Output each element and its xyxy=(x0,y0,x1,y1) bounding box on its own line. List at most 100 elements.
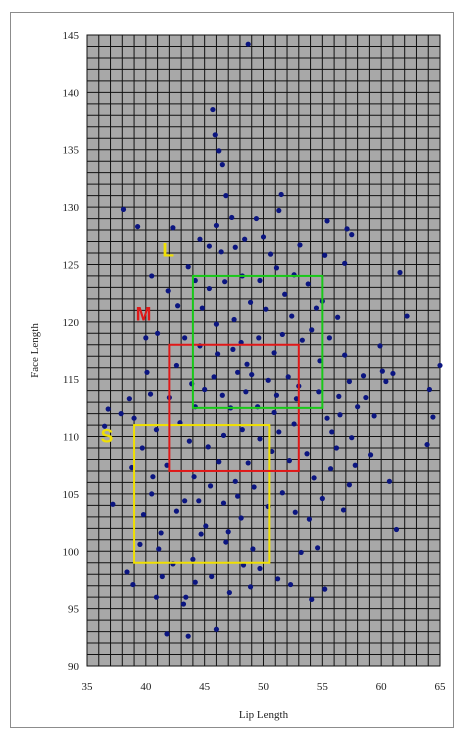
data-point xyxy=(298,549,304,556)
data-point xyxy=(344,226,350,232)
data-point xyxy=(197,236,203,242)
data-point xyxy=(276,429,282,435)
data-point xyxy=(282,291,288,297)
data-point xyxy=(213,321,220,327)
data-point xyxy=(245,460,251,466)
data-point xyxy=(349,435,355,441)
data-point xyxy=(267,251,274,257)
data-point xyxy=(165,288,171,294)
data-point xyxy=(147,391,154,397)
data-point xyxy=(191,474,197,480)
data-point xyxy=(209,573,215,580)
data-point xyxy=(379,368,385,374)
y-axis-title: Face Length xyxy=(29,323,41,378)
data-point xyxy=(223,193,229,199)
data-point xyxy=(291,421,297,427)
data-point xyxy=(285,374,291,380)
plot-border xyxy=(86,34,441,667)
data-point xyxy=(247,299,254,305)
data-point xyxy=(219,162,225,168)
data-point xyxy=(329,429,335,435)
data-point xyxy=(386,478,393,484)
data-point xyxy=(182,498,188,504)
data-point xyxy=(102,423,108,429)
data-point xyxy=(271,350,277,356)
data-point xyxy=(192,277,198,284)
data-point xyxy=(185,264,191,270)
data-point xyxy=(287,581,294,588)
data-point xyxy=(230,346,236,352)
data-point xyxy=(269,448,275,455)
data-point xyxy=(192,579,198,585)
data-point xyxy=(158,530,164,536)
data-point xyxy=(306,516,312,522)
x-tick-label: 55 xyxy=(317,681,329,693)
data-point xyxy=(222,279,228,285)
data-point xyxy=(149,273,155,279)
data-point xyxy=(105,406,111,412)
data-point xyxy=(317,358,323,364)
data-point xyxy=(235,369,241,375)
data-point xyxy=(211,374,217,380)
scatter-chart: S M L 90 95 100 105 110 115 120 125 130 135 140 145 35 4… xyxy=(29,30,446,721)
data-point xyxy=(173,508,180,514)
data-point xyxy=(110,501,116,507)
data-point xyxy=(130,581,136,588)
data-point xyxy=(120,206,127,212)
data-point xyxy=(335,314,341,320)
size-label-l: L xyxy=(162,240,174,261)
data-point xyxy=(324,415,330,421)
data-point xyxy=(144,369,150,375)
data-point xyxy=(326,335,332,341)
data-point xyxy=(383,378,389,385)
data-point xyxy=(232,478,238,484)
data-point xyxy=(279,490,285,496)
data-point xyxy=(265,377,271,383)
data-point xyxy=(276,207,282,214)
data-point xyxy=(426,386,433,393)
data-point xyxy=(159,573,165,580)
y-tick-label: 100 xyxy=(63,546,80,558)
data-point xyxy=(220,432,227,438)
y-tick-label: 95 xyxy=(68,604,80,616)
data-point xyxy=(238,515,244,521)
data-point xyxy=(424,441,430,448)
size-box-s xyxy=(133,424,271,564)
data-point xyxy=(153,427,160,433)
data-point xyxy=(352,462,358,468)
size-label-m: M xyxy=(136,305,152,326)
data-point xyxy=(239,427,245,433)
data-point xyxy=(164,631,170,637)
data-point xyxy=(313,305,320,311)
data-point xyxy=(309,596,315,603)
data-point xyxy=(118,411,124,417)
data-point xyxy=(190,556,196,562)
data-point xyxy=(232,244,238,250)
data-point xyxy=(297,242,303,248)
data-point xyxy=(336,393,342,399)
y-tick-label: 135 xyxy=(63,145,80,157)
y-tick-label: 90 xyxy=(68,661,80,673)
data-point xyxy=(155,330,161,336)
data-point xyxy=(360,373,367,379)
data-point xyxy=(182,335,188,341)
data-point xyxy=(229,214,235,221)
data-point xyxy=(393,526,400,533)
data-point xyxy=(153,594,160,600)
data-point xyxy=(273,265,280,271)
data-point xyxy=(316,389,322,395)
data-point xyxy=(218,249,224,255)
x-tick-label: 50 xyxy=(258,681,270,693)
data-point xyxy=(251,484,257,490)
data-point xyxy=(257,277,263,284)
data-point xyxy=(340,507,347,513)
data-point xyxy=(311,475,317,481)
x-axis-title: Lip Length xyxy=(239,709,289,721)
data-point xyxy=(404,313,410,319)
data-point xyxy=(397,269,403,276)
data-point xyxy=(206,285,212,292)
data-point xyxy=(150,474,156,480)
size-label-s: S xyxy=(101,426,114,447)
data-point xyxy=(170,225,176,231)
data-point xyxy=(346,482,352,488)
